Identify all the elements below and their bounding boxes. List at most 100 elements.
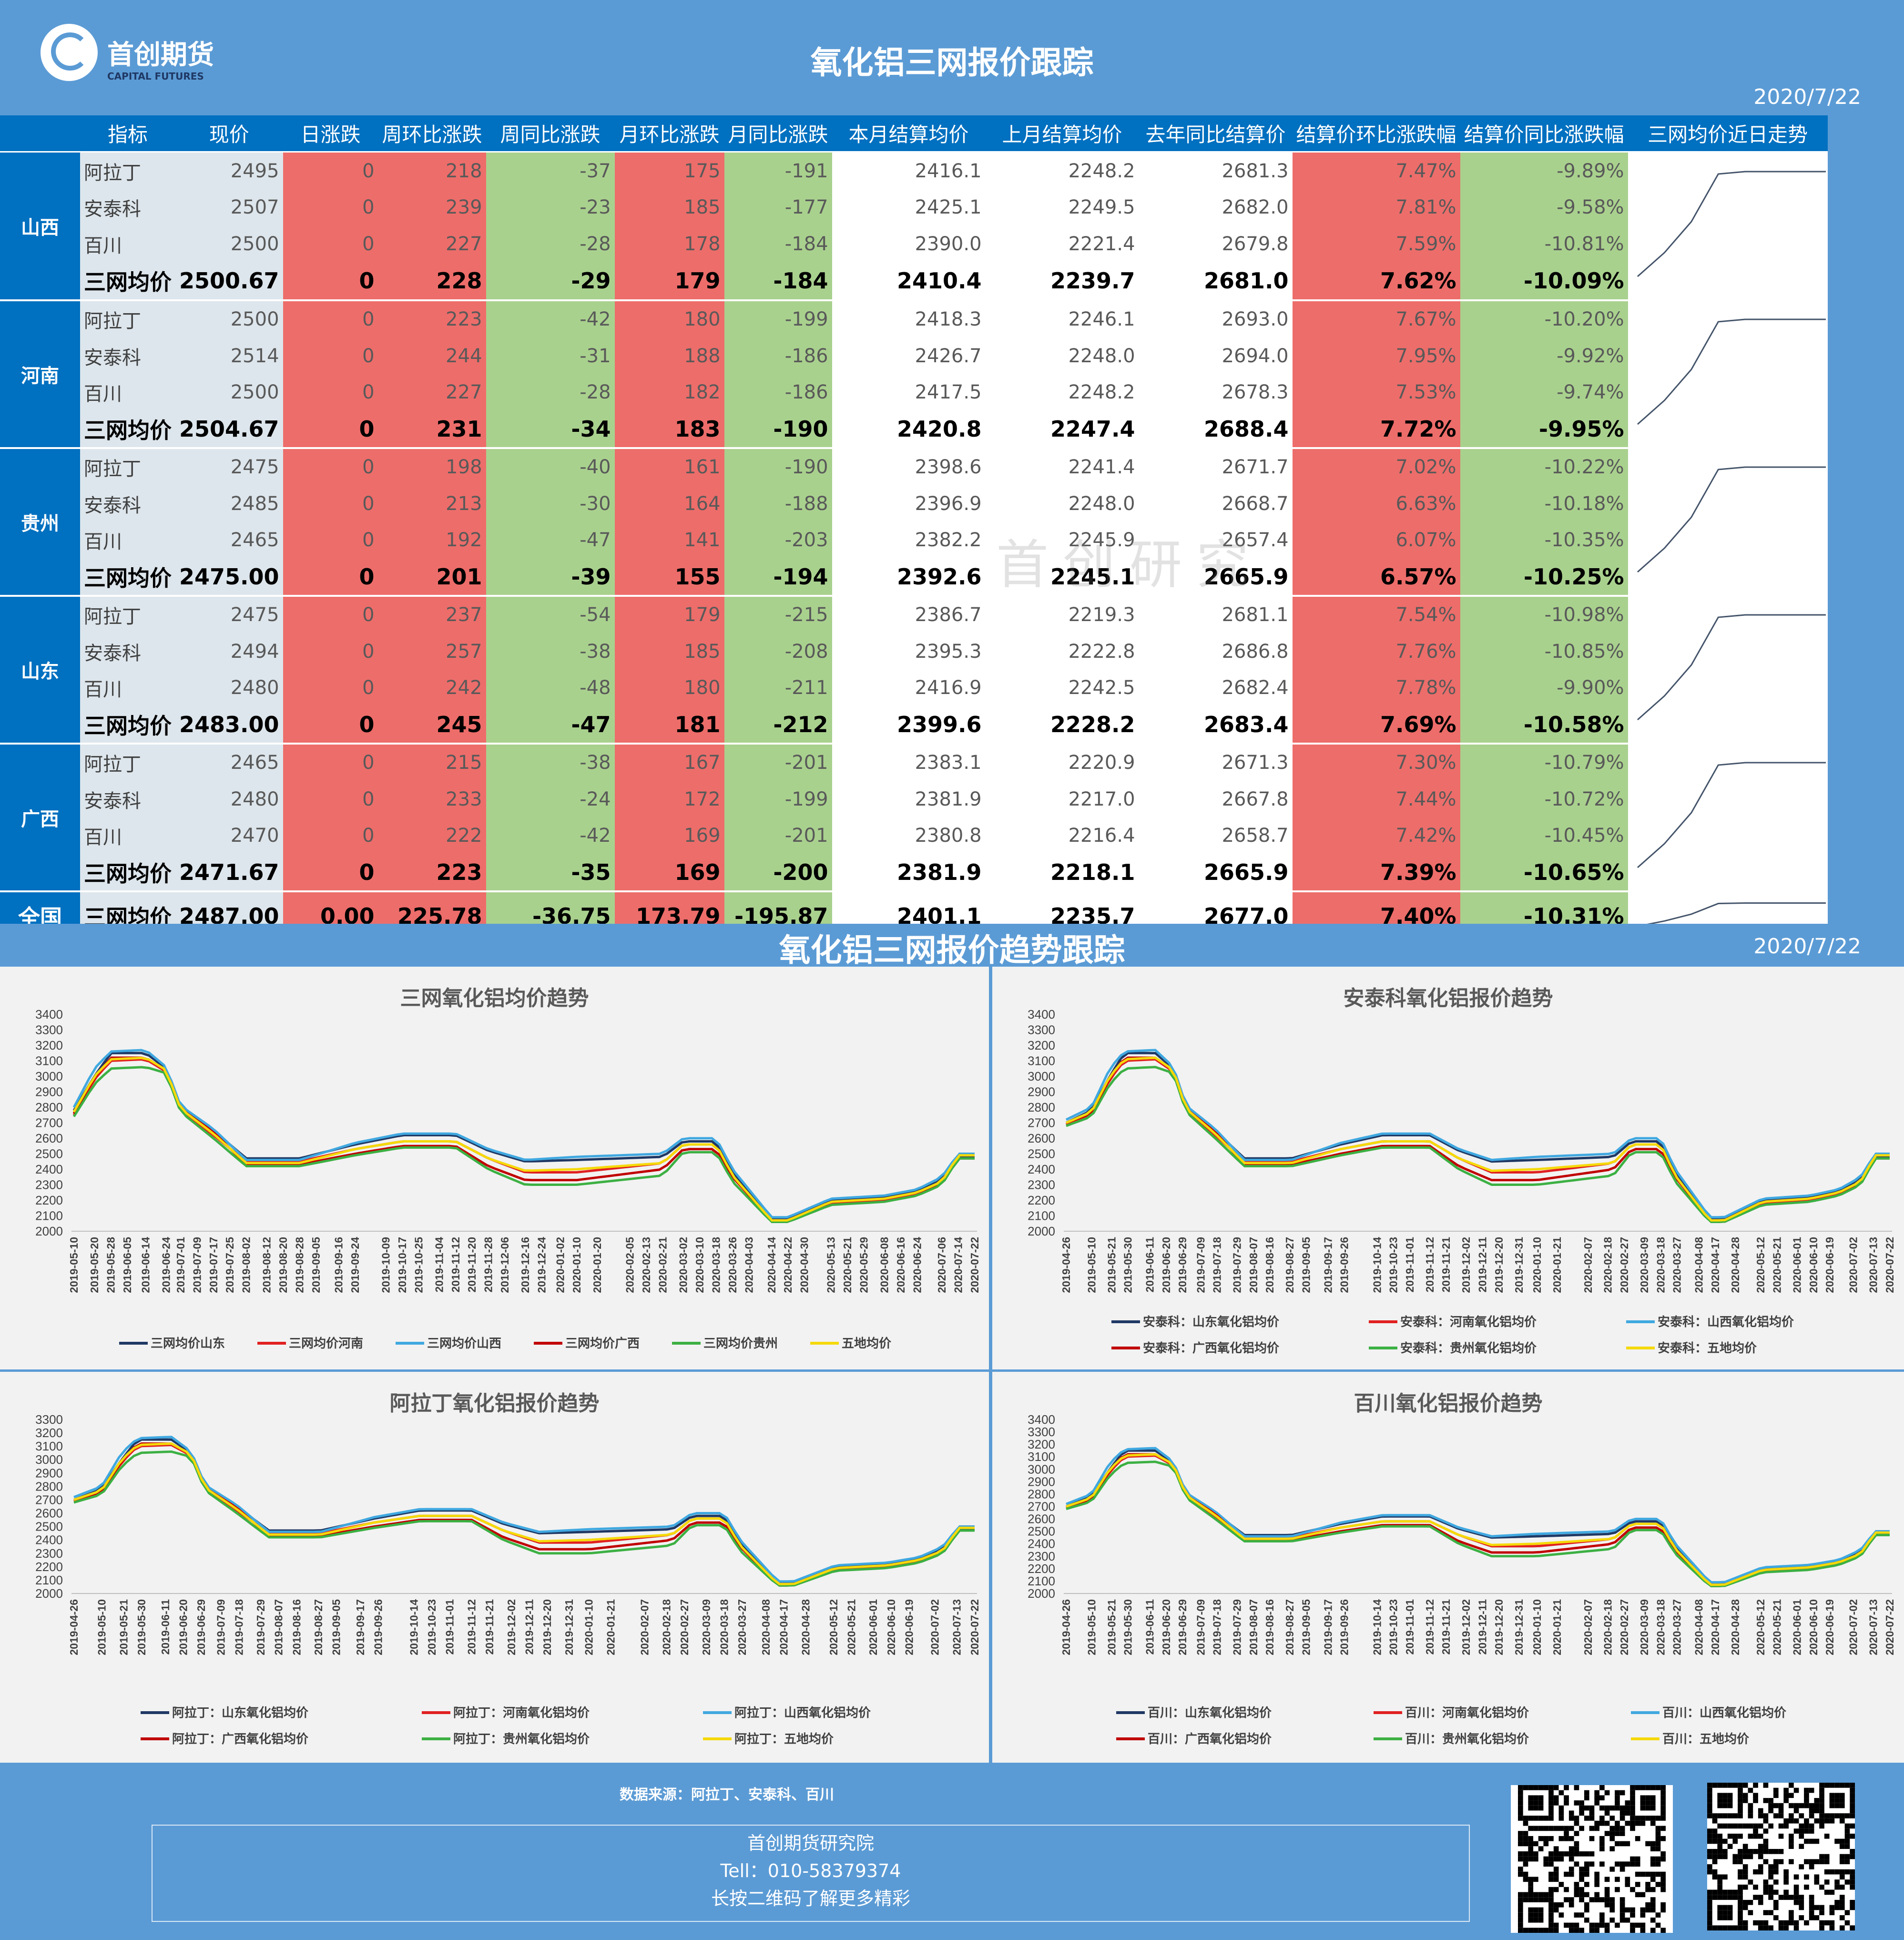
chart-title: 安泰科氧化铝报价趋势 bbox=[1343, 986, 1553, 1011]
legend-label: 三网均价广西 bbox=[565, 1336, 640, 1350]
column-header: 上月结算均价 bbox=[985, 115, 1139, 153]
table-cell: -9.58% bbox=[1460, 189, 1628, 226]
series-line bbox=[1066, 1056, 1890, 1222]
table-row: 三网均价 2483.00 0 245 -47 181 -212 2399.6 2228.2 268… bbox=[0, 706, 1828, 745]
region-label: 河南 bbox=[0, 300, 80, 449]
table-cell: -190 bbox=[724, 448, 832, 486]
table-cell: 7.72% bbox=[1292, 410, 1460, 449]
x-tick-label: 2019-07-29 bbox=[1231, 1237, 1243, 1293]
table-cell: 0 bbox=[283, 558, 378, 597]
y-tick-label: 3400 bbox=[1028, 1007, 1055, 1021]
x-tick-label: 2020-07-13 bbox=[950, 1599, 963, 1655]
table-cell: 2682.0 bbox=[1139, 189, 1293, 226]
region-label: 山东 bbox=[0, 596, 80, 745]
y-tick-label: 2900 bbox=[1028, 1085, 1055, 1099]
table-cell: -10.79% bbox=[1460, 744, 1628, 781]
x-tick-label: 2020-07-22 bbox=[1884, 1237, 1896, 1293]
x-tick-label: 2020-07-13 bbox=[1867, 1237, 1880, 1293]
table-cell: 2500 bbox=[175, 374, 283, 411]
table-cell: -186 bbox=[724, 337, 832, 374]
y-tick-label: 3100 bbox=[1028, 1054, 1055, 1068]
table-row: 贵州 阿拉丁 2475 0 198 -40 161 -190 2398.6 2241.4 2671.… bbox=[0, 448, 1828, 597]
table-cell: -211 bbox=[724, 669, 832, 706]
x-tick-label: 2019-12-20 bbox=[1493, 1599, 1505, 1655]
table-cell: -42 bbox=[486, 300, 615, 338]
x-tick-label: 2019-09-24 bbox=[349, 1237, 361, 1293]
table-cell: -10.72% bbox=[1460, 781, 1628, 817]
x-tick-label: 2019-06-14 bbox=[140, 1237, 152, 1293]
table-cell: 0 bbox=[283, 633, 378, 670]
x-tick-label: 2020-05-29 bbox=[858, 1237, 870, 1293]
x-tick-label: 2019-12-02 bbox=[505, 1599, 518, 1655]
x-tick-label: 2020-02-07 bbox=[638, 1599, 651, 1655]
x-tick-label: 2019-04-26 bbox=[1060, 1599, 1072, 1655]
y-tick-label: 2900 bbox=[35, 1466, 63, 1480]
y-tick-label: 2500 bbox=[1028, 1147, 1055, 1161]
x-tick-label: 2019-08-28 bbox=[294, 1237, 306, 1293]
x-tick-label: 2020-03-09 bbox=[1638, 1599, 1650, 1655]
table-cell: -184 bbox=[724, 262, 832, 302]
x-tick-label: 2020-03-10 bbox=[693, 1237, 706, 1293]
table-cell: 2686.8 bbox=[1139, 633, 1293, 670]
table-cell: -208 bbox=[724, 633, 832, 670]
x-tick-label: 2019-09-16 bbox=[332, 1237, 345, 1293]
table-row: 山东 阿拉丁 2475 0 237 -54 179 -215 2386.7 2219.3 2681.… bbox=[0, 596, 1828, 745]
table-row: 广西 阿拉丁 2465 0 215 -38 167 -201 2383.1 2220.9 2671.… bbox=[0, 744, 1828, 892]
table-cell: -42 bbox=[486, 817, 615, 854]
table-cell: 0 bbox=[283, 669, 378, 706]
x-tick-label: 2019-08-16 bbox=[290, 1599, 303, 1655]
sparkline-line bbox=[1637, 171, 1826, 277]
table-row: 安泰科 2514 0 244 -31 188 -186 2426.7 2248.0 2694.0 7… bbox=[0, 337, 1828, 374]
table-cell: 2420.8 bbox=[832, 410, 986, 449]
table-cell: -215 bbox=[724, 596, 832, 633]
x-tick-label: 2019-07-09 bbox=[215, 1599, 227, 1655]
table-cell: -31 bbox=[486, 337, 615, 374]
y-tick-label: 3000 bbox=[1028, 1462, 1055, 1476]
table-cell: 2248.0 bbox=[985, 337, 1139, 374]
price-table: 指标 现价 日涨跌 周环比涨跌 周同比涨跌 月环比涨跌 月同比涨跌 本月结算均价 上月结算均价去… bbox=[0, 115, 1828, 941]
x-tick-label: 2019-06-11 bbox=[159, 1599, 172, 1655]
y-tick-label: 2700 bbox=[35, 1116, 63, 1130]
table-cell: -201 bbox=[724, 817, 832, 854]
x-tick-label: 2020-04-14 bbox=[765, 1237, 778, 1293]
qr-code-2[interactable] bbox=[1707, 1783, 1855, 1930]
table-cell: 2470 bbox=[175, 817, 283, 854]
y-tick-label: 3000 bbox=[1028, 1069, 1055, 1083]
x-tick-label: 2020-07-02 bbox=[1847, 1237, 1860, 1293]
table-cell: 185 bbox=[614, 189, 724, 226]
x-tick-label: 2019-06-24 bbox=[160, 1237, 173, 1293]
x-tick-label: 2020-07-06 bbox=[936, 1237, 948, 1293]
table-cell: 198 bbox=[378, 448, 486, 486]
table-cell: -28 bbox=[486, 225, 615, 263]
source-name: 安泰科 bbox=[80, 337, 175, 374]
column-header: 周环比涨跌 bbox=[378, 115, 486, 153]
table-cell: 2246.1 bbox=[985, 300, 1139, 338]
table-cell: 7.39% bbox=[1292, 854, 1460, 892]
table-cell: 2683.4 bbox=[1139, 706, 1293, 745]
table-cell: 7.76% bbox=[1292, 633, 1460, 670]
x-tick-label: 2020-02-07 bbox=[1582, 1237, 1594, 1293]
table-cell: 6.63% bbox=[1292, 485, 1460, 522]
sparkline bbox=[1637, 902, 1826, 927]
x-tick-label: 2020-02-18 bbox=[660, 1599, 672, 1655]
y-tick-label: 2100 bbox=[35, 1573, 63, 1587]
x-tick-label: 2019-05-10 bbox=[95, 1599, 108, 1655]
table-cell: 0 bbox=[283, 817, 378, 854]
table-row: 三网均价 2475.00 0 201 -39 155 -194 2392.6 2245.1 266… bbox=[0, 558, 1828, 597]
qr-code-1[interactable] bbox=[1511, 1785, 1673, 1933]
x-tick-label: 2020-06-16 bbox=[895, 1237, 907, 1293]
x-tick-label: 2019-06-20 bbox=[177, 1599, 189, 1655]
y-tick-label: 2000 bbox=[35, 1586, 63, 1601]
x-tick-label: 2019-08-27 bbox=[312, 1599, 325, 1655]
table-cell: -35 bbox=[486, 854, 615, 892]
x-tick-label: 2019-06-11 bbox=[1143, 1237, 1156, 1293]
x-tick-label: 2020-04-17 bbox=[777, 1599, 790, 1655]
column-header: 日涨跌 bbox=[283, 115, 378, 153]
x-tick-label: 2020-03-02 bbox=[677, 1237, 690, 1293]
table-cell: -200 bbox=[724, 854, 832, 892]
table-cell: -10.98% bbox=[1460, 596, 1628, 633]
table-cell: 0 bbox=[283, 225, 378, 263]
table-cell: 175 bbox=[614, 152, 724, 189]
table-cell: 192 bbox=[378, 521, 486, 559]
